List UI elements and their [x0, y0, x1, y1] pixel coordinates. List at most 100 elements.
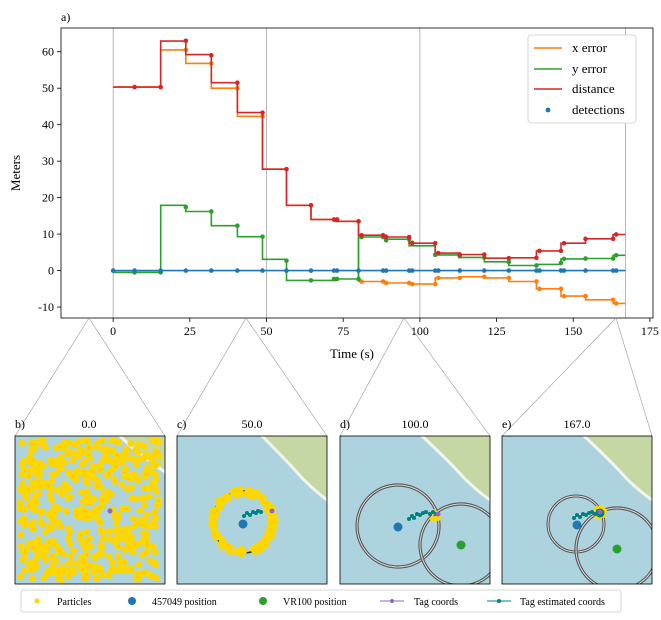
particle-b-383	[44, 483, 51, 490]
series-y-error-point-6	[284, 258, 289, 264]
series-distance-point-24	[561, 240, 567, 246]
particle-b-397	[150, 559, 157, 567]
panel-d-title: 100.0	[402, 417, 429, 431]
detection-point-13	[383, 268, 389, 273]
particle-b-336	[36, 478, 44, 485]
series-distance-point-1	[158, 84, 163, 90]
y-tick-label-2: 10	[42, 227, 54, 241]
particle-b-248	[110, 478, 118, 485]
particle-b-302	[119, 459, 126, 466]
particle-b-441	[145, 570, 153, 578]
series-distance-point-0	[132, 84, 137, 90]
series-distance-point-5	[260, 110, 265, 115]
particle-b-473	[127, 474, 135, 482]
particle-b-389	[89, 462, 96, 470]
particle-b-461	[84, 561, 92, 569]
particle-b-416	[17, 517, 25, 525]
particle-b-500	[149, 482, 157, 490]
particle-b-203	[16, 499, 24, 507]
zoom-connectors	[14, 317, 653, 437]
series-y-error-point-2	[183, 204, 189, 210]
particle-b-334	[137, 516, 145, 524]
particle-b-480	[84, 437, 91, 445]
particle-b-265	[69, 457, 77, 465]
particle-b-435	[31, 438, 39, 446]
legend-tag-est-marker	[497, 599, 501, 603]
particle-b-272	[26, 459, 34, 467]
particle-b-88	[92, 575, 100, 582]
particle-b-483	[99, 446, 106, 453]
particle-b-429	[51, 519, 59, 527]
shore-e	[582, 436, 652, 502]
particle-b-274	[62, 508, 70, 515]
particle-b-428	[91, 554, 99, 562]
legend-particles-marker	[34, 598, 40, 604]
y-axis-ticks: -10 0 10 20 30 40 50 60	[38, 45, 61, 314]
particle-b-433	[20, 567, 28, 575]
legend-x-error: x error	[572, 40, 608, 55]
particle-b-485	[134, 475, 142, 483]
particle-b-277	[73, 506, 80, 514]
x-tick-label-5: 125	[488, 324, 506, 338]
particle-b-132	[55, 485, 63, 493]
series-distance-point-6	[284, 166, 289, 172]
particle-b-350	[85, 493, 92, 501]
legend-tag-coords: Tag coords	[414, 597, 458, 608]
bottom-legend: Particles 457049 position VR100 position…	[20, 589, 622, 613]
particle-b-403	[48, 496, 56, 503]
particle-b-153	[65, 573, 72, 581]
particle-b-337	[106, 535, 114, 543]
particle-b-376	[116, 530, 123, 538]
particle-b-406	[65, 439, 73, 446]
particle-b-496	[115, 552, 123, 560]
series-distance-point-18	[457, 252, 463, 257]
pos-VR100-e	[612, 544, 622, 554]
particle-b-404	[139, 521, 147, 529]
particle-b-398	[76, 446, 84, 453]
legend-tag-coords-marker	[390, 599, 394, 603]
particle-b-340	[136, 507, 144, 515]
y-axis-label: Meters	[8, 155, 23, 191]
particle-b-103	[21, 491, 29, 498]
particle-b-510	[35, 461, 42, 469]
particle-b-297	[128, 455, 136, 463]
particle-b-402	[80, 468, 88, 476]
particle-b-432	[135, 440, 143, 448]
particle-b-321	[97, 526, 105, 534]
particle-b-108	[132, 461, 140, 469]
particle-b-89	[105, 552, 113, 560]
particle-b-319	[132, 446, 140, 454]
bottom-legend-box	[20, 589, 622, 613]
panel-label-c: c)	[177, 417, 186, 431]
series-y-error-point-25	[613, 252, 619, 258]
particle-b-357	[82, 477, 90, 485]
panel-c: c) 50.0	[176, 417, 328, 585]
particle-b-455	[148, 457, 156, 465]
particle-b-392	[132, 520, 140, 528]
particle-b-448	[75, 438, 82, 446]
series-y-error-point-4	[235, 223, 240, 229]
legend-457049: 457049 position	[152, 597, 217, 608]
particle-b-497	[152, 471, 159, 479]
particle-b-182	[90, 568, 98, 576]
particle-b-367	[68, 472, 76, 480]
particle-b-320	[75, 452, 83, 460]
particle-b-285	[66, 528, 74, 536]
series-x-error-point-16	[432, 281, 438, 287]
particle-b-475	[147, 543, 155, 551]
particle-b-414	[80, 566, 88, 574]
detection-point-10	[334, 268, 340, 273]
particle-b-443	[120, 467, 128, 474]
particle-b-491	[60, 445, 68, 452]
series-distance-point-13	[383, 234, 389, 240]
particle-b-78	[78, 489, 85, 497]
panel-label-e: e)	[502, 417, 511, 431]
series-x-error-point-23	[558, 286, 564, 292]
particle-b-63	[48, 478, 56, 485]
detection-point-25	[583, 268, 588, 273]
series-x-error-point-20	[506, 275, 512, 281]
particle-b-347	[131, 495, 139, 503]
series-x-error-point-17	[435, 275, 441, 281]
particle-b-371	[78, 461, 86, 469]
